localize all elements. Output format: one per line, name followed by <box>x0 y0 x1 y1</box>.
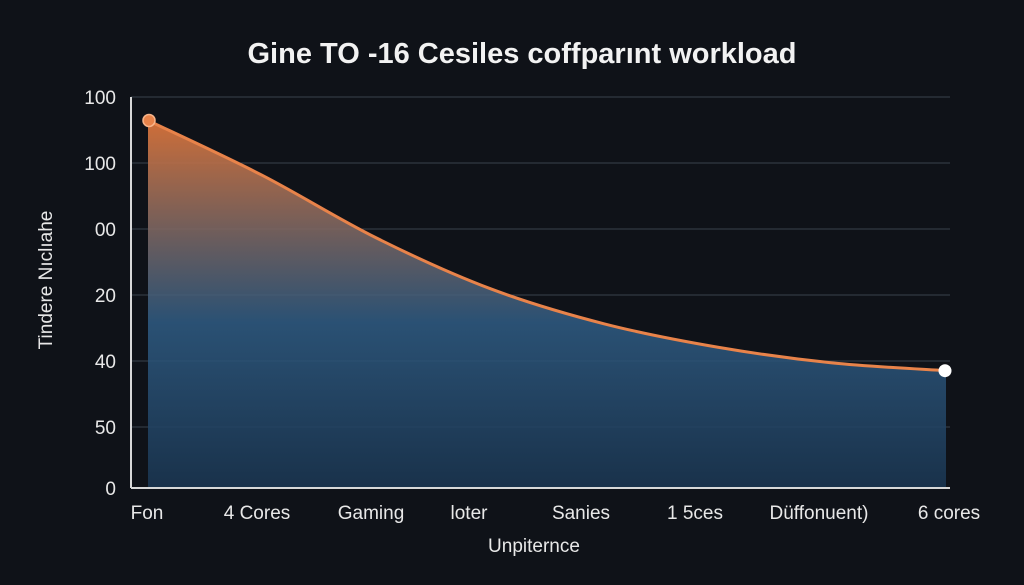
x-tick-label: Düffonuent) <box>770 503 869 524</box>
y-tick-label: 40 <box>95 352 116 373</box>
x-tick-labels: Fon 4 Cores Gaming loter Sanies 1 5ces Düffonu… <box>131 503 981 524</box>
y-tick-label: 100 <box>84 88 116 109</box>
x-tick-label: loter <box>451 503 489 524</box>
start-point-marker <box>142 113 156 128</box>
series-line <box>147 119 947 373</box>
area-fill <box>148 120 946 489</box>
y-axis-label: Tindere Nıclıahe <box>36 211 57 350</box>
y-tick-label: 100 <box>84 154 116 175</box>
y-tick-label: 20 <box>95 286 116 307</box>
x-tick-label: Fon <box>131 503 164 524</box>
y-tick-label: 0 <box>105 479 116 500</box>
x-tick-label: Sanies <box>552 503 610 524</box>
y-tick-label: 50 <box>95 418 116 439</box>
y-tick-labels: 0 50 40 20 00 100 100 <box>84 88 116 500</box>
x-tick-label: 6 cores <box>918 503 980 524</box>
x-tick-label: 1 5ces <box>667 503 723 524</box>
plot-area <box>142 113 952 489</box>
end-point-marker <box>938 364 952 378</box>
x-tick-label: 4 Cores <box>224 503 291 524</box>
chart-title: Gine TO -16 Cesiles coffparınt workload <box>248 38 797 70</box>
y-tick-label: 00 <box>95 220 116 241</box>
x-tick-label: Gaming <box>338 503 405 524</box>
x-axis-label: Unpiternce <box>488 536 580 557</box>
